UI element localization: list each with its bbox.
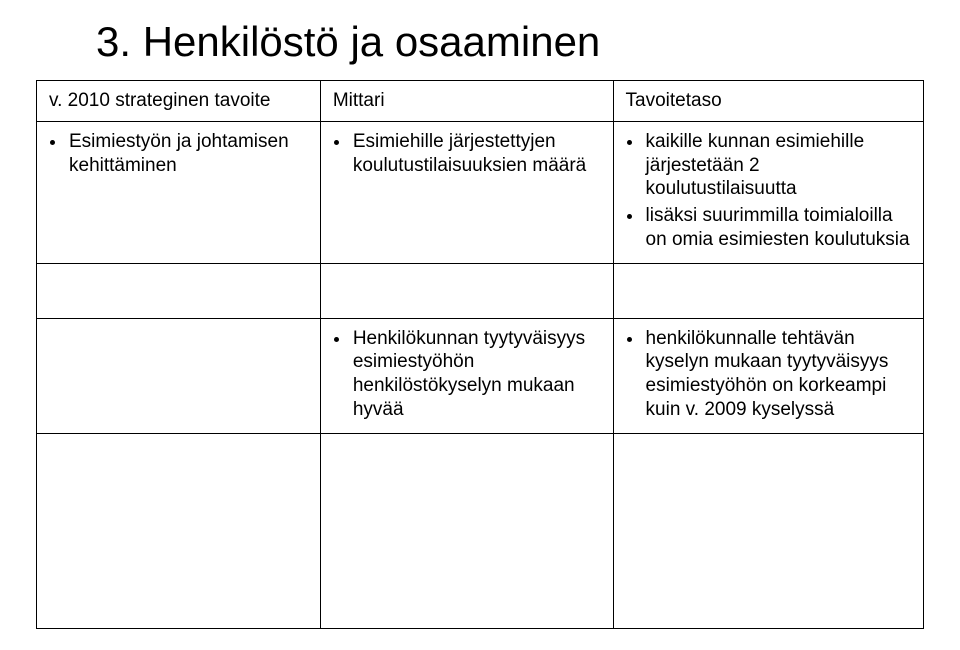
table-row — [37, 263, 924, 318]
cell-target: henkilökunnalle tehtävän kyselyn mukaan … — [613, 318, 923, 433]
table-row — [37, 433, 924, 628]
bullet-list: henkilökunnalle tehtävän kyselyn mukaan … — [626, 327, 911, 422]
table-row: Esimiestyön ja johtamisen kehittäminen E… — [37, 121, 924, 263]
empty-cell — [613, 433, 923, 628]
list-item: Henkilökunnan tyytyväisyys esimiestyöhön… — [351, 327, 601, 422]
list-item: henkilökunnalle tehtävän kyselyn mukaan … — [644, 327, 911, 422]
empty-cell — [37, 263, 321, 318]
empty-cell — [613, 263, 923, 318]
bullet-list: Esimiestyön ja johtamisen kehittäminen — [49, 130, 308, 178]
header-cell-metric: Mittari — [320, 81, 613, 122]
page-title: 3. Henkilöstö ja osaaminen — [96, 18, 924, 66]
list-item: kaikille kunnan esimiehille järjestetään… — [644, 130, 911, 201]
empty-cell — [37, 318, 321, 433]
empty-cell — [320, 433, 613, 628]
list-item: lisäksi suurimmilla toimialoilla on omia… — [644, 204, 911, 252]
table-row: Henkilökunnan tyytyväisyys esimiestyöhön… — [37, 318, 924, 433]
list-item: Esimiestyön ja johtamisen kehittäminen — [67, 130, 308, 178]
table-header-row: v. 2010 strateginen tavoite Mittari Tavo… — [37, 81, 924, 122]
cell-metric: Henkilökunnan tyytyväisyys esimiestyöhön… — [320, 318, 613, 433]
header-cell-target: Tavoitetaso — [613, 81, 923, 122]
data-table: v. 2010 strateginen tavoite Mittari Tavo… — [36, 80, 924, 629]
list-item: Esimiehille järjestettyjen koulutustilai… — [351, 130, 601, 178]
cell-goal: Esimiestyön ja johtamisen kehittäminen — [37, 121, 321, 263]
page: 3. Henkilöstö ja osaaminen v. 2010 strat… — [0, 0, 960, 650]
empty-cell — [320, 263, 613, 318]
bullet-list: Henkilökunnan tyytyväisyys esimiestyöhön… — [333, 327, 601, 422]
empty-cell — [37, 433, 321, 628]
header-cell-goal: v. 2010 strateginen tavoite — [37, 81, 321, 122]
bullet-list: Esimiehille järjestettyjen koulutustilai… — [333, 130, 601, 178]
cell-target: kaikille kunnan esimiehille järjestetään… — [613, 121, 923, 263]
bullet-list: kaikille kunnan esimiehille järjestetään… — [626, 130, 911, 252]
cell-metric: Esimiehille järjestettyjen koulutustilai… — [320, 121, 613, 263]
